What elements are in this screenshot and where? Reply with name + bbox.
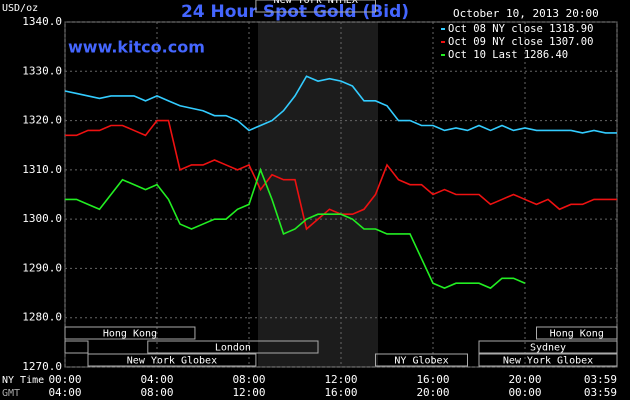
x-row-label: NY Time [2, 375, 44, 386]
session-box [536, 326, 618, 340]
session-label: London [215, 343, 251, 354]
session-label: NY Globex [394, 356, 448, 367]
y-unit: USD/oz [2, 3, 38, 14]
session-box [478, 353, 618, 367]
session-box [64, 326, 196, 340]
gmt-tick-label: 03:59 [584, 386, 617, 399]
session-label: New York NYMEX [274, 0, 358, 6]
x-tick-label: 08:00 [232, 373, 265, 386]
series-line [64, 75, 617, 134]
session-box [255, 0, 376, 13]
gmt-tick-label: 04:00 [48, 386, 81, 399]
legend-swatch [441, 54, 445, 56]
gmt-tick-label: 08:00 [140, 386, 173, 399]
legend-entry: Oct 09 NY close 1307.00 [448, 36, 593, 48]
gmt-tick-label: 00:00 [508, 386, 541, 399]
session-box [375, 353, 468, 367]
subtitle: www.kitco.com [68, 38, 205, 57]
date-label: October 10, 2013 20:00 [453, 7, 599, 20]
legend-entry: Oct 08 NY close 1318.90 [448, 23, 593, 35]
x-tick-label: 20:00 [508, 373, 541, 386]
session-label: Hong Kong [550, 329, 604, 340]
legend-entry: Oct 10 Last 1286.40 [448, 49, 568, 61]
session-box [147, 340, 319, 354]
x-tick-label: 12:00 [324, 373, 357, 386]
session-box [64, 340, 89, 354]
y-tick-label: 1310.0 [22, 163, 62, 176]
series-line [65, 167, 526, 290]
x-tick-label: 04:00 [140, 373, 173, 386]
y-tick-label: 1330.0 [22, 64, 62, 77]
session-label: Hong Kong [103, 329, 157, 340]
x-row-label: GMT [2, 388, 20, 399]
gmt-tick-label: 16:00 [324, 386, 357, 399]
x-tick-label: 00:00 [48, 373, 81, 386]
legend-swatch [441, 41, 445, 43]
gmt-tick-label: 20:00 [416, 386, 449, 399]
y-tick-label: 1340.0 [22, 15, 62, 28]
session-box [478, 340, 618, 354]
session-label: New York Globex [127, 356, 217, 367]
session-label: Sydney [530, 343, 566, 354]
y-tick-label: 1290.0 [22, 261, 62, 274]
y-tick-label: 1300.0 [22, 212, 62, 225]
gmt-tick-label: 12:00 [232, 386, 265, 399]
session-box [87, 353, 257, 367]
y-tick-label: 1270.0 [22, 360, 62, 373]
legend-swatch [441, 28, 445, 30]
y-tick-label: 1280.0 [22, 311, 62, 324]
session-label: New York Globex [503, 356, 593, 367]
x-tick-label: 16:00 [416, 373, 449, 386]
nymex-shade [258, 22, 378, 367]
y-tick-label: 1320.0 [22, 114, 62, 127]
x-tick-label: 03:59 [584, 373, 617, 386]
